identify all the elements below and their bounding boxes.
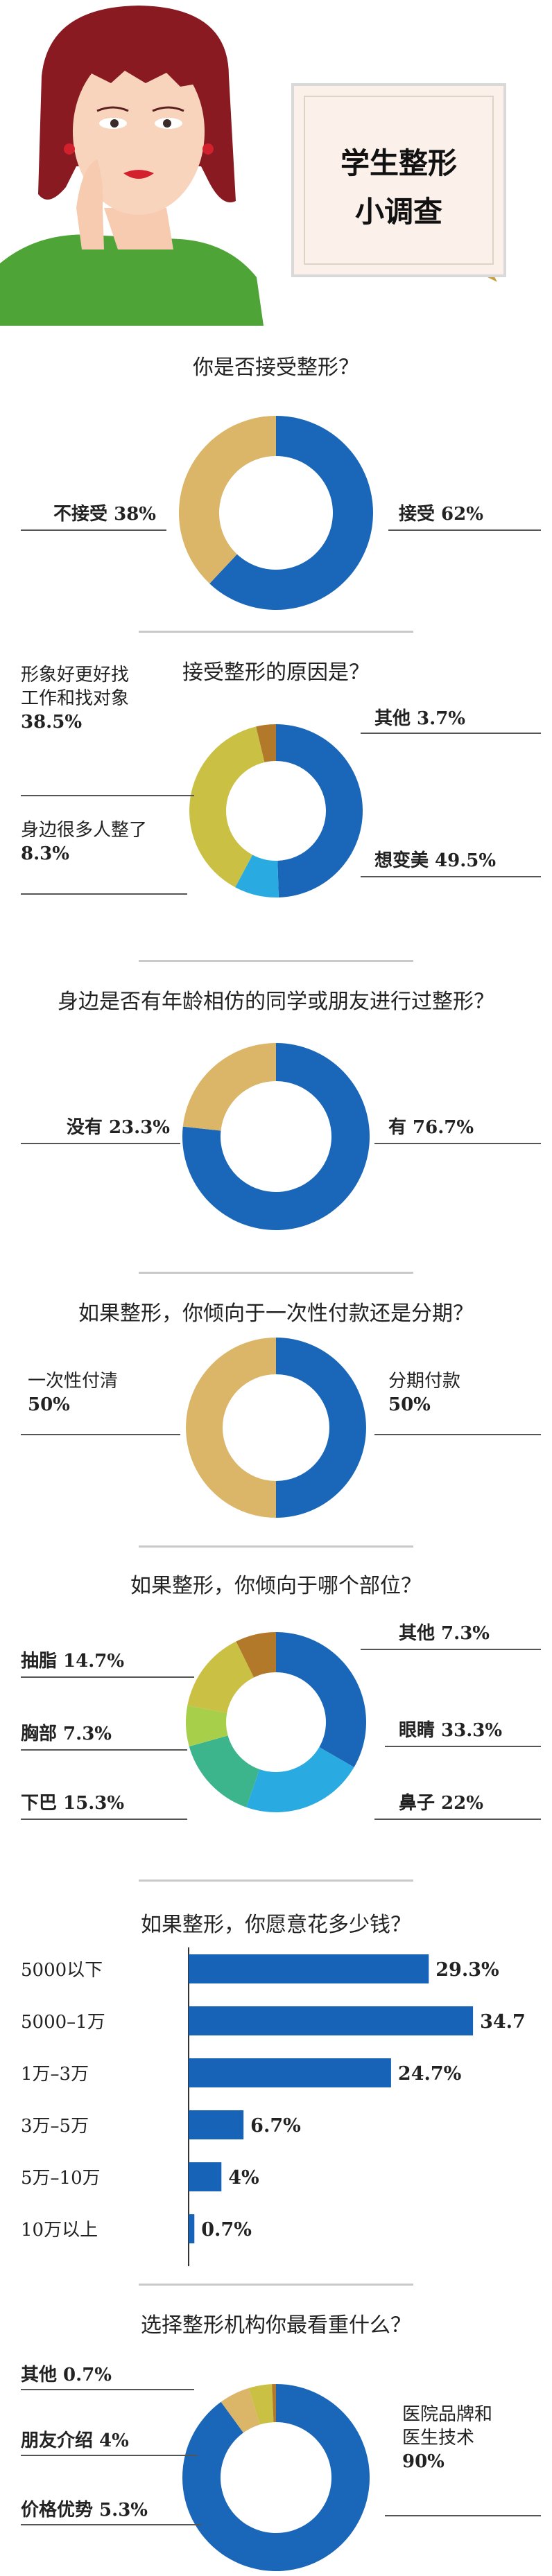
donut-slice-0 bbox=[276, 724, 363, 897]
slice-label-0: 眼睛 33.3% bbox=[399, 1720, 502, 1741]
donut-slice-1 bbox=[221, 2387, 260, 2433]
donut-slice-0 bbox=[276, 1632, 367, 1767]
bar-category-label: 10万以上 bbox=[21, 2220, 98, 2241]
green-top-illustration bbox=[0, 234, 264, 326]
donut-slice-4 bbox=[187, 1641, 255, 1713]
bangs-illustration bbox=[66, 24, 212, 104]
slice-label-1: 不接受 38% bbox=[53, 503, 156, 525]
slice-label-2: 38.5% bbox=[21, 712, 82, 733]
donut-slice-5 bbox=[236, 1632, 276, 1678]
donut-slice-2 bbox=[189, 726, 265, 888]
neck-illustration bbox=[104, 208, 173, 249]
donut-slice-0 bbox=[209, 416, 373, 610]
slice-label-5: 其他 7.3% bbox=[399, 1623, 490, 1644]
slice-label-3: 其他 3.7% bbox=[374, 708, 465, 729]
bar-3 bbox=[189, 2110, 244, 2139]
title-line-2: 小调查 bbox=[354, 195, 442, 229]
section-title-reason: 接受整形的原因是？ bbox=[182, 660, 370, 685]
donut-slice-3 bbox=[186, 1705, 228, 1746]
donut-slice-0 bbox=[182, 1043, 370, 1230]
bar-category-label: 3万–5万 bbox=[21, 2116, 89, 2137]
slice-label-1: 8.3% bbox=[21, 843, 69, 864]
divider bbox=[139, 1272, 413, 1274]
slice-label-2: 朋友介绍 4% bbox=[21, 2430, 129, 2451]
slice-label-1: 一次性付清 bbox=[28, 1371, 118, 1392]
donut-slice-2 bbox=[189, 1735, 260, 1807]
donut-slice-1 bbox=[182, 1043, 276, 1131]
divider bbox=[139, 2284, 413, 2286]
slice-label-0: 想变美 49.5% bbox=[374, 850, 496, 871]
bar-value-label: 6.7% bbox=[250, 2115, 301, 2137]
divider bbox=[139, 631, 413, 633]
bar-category-label: 1万–3万 bbox=[21, 2064, 89, 2085]
slice-label-1: 没有 23.3% bbox=[67, 1117, 170, 1138]
donut-slice-0 bbox=[276, 1338, 366, 1518]
slice-label-2: 形象好更好找 bbox=[21, 665, 129, 685]
section-title-budget: 如果整形，你愿意花多少钱？ bbox=[141, 1913, 411, 1937]
donut-slice-1 bbox=[235, 855, 279, 897]
donut-slice-1 bbox=[179, 416, 276, 584]
bar-category-label: 5万–10万 bbox=[21, 2168, 101, 2189]
bar-5 bbox=[189, 2214, 195, 2243]
slice-label-0: 有 76.7% bbox=[388, 1117, 474, 1138]
bar-value-label: 4% bbox=[228, 2167, 259, 2189]
slice-label-0: 50% bbox=[388, 1394, 431, 1415]
bar-value-label: 29.3% bbox=[435, 1959, 499, 1981]
slice-label-0: 医院品牌和 bbox=[402, 2404, 492, 2425]
title-card: 学生整形 小调查 bbox=[291, 83, 506, 277]
bar-category-label: 5000–1万 bbox=[21, 2012, 105, 2033]
slice-label-1: 身边很多人整了 bbox=[21, 820, 147, 841]
divider bbox=[139, 1880, 413, 1882]
slice-label-4: 抽脂 14.7% bbox=[21, 1651, 124, 1672]
bar-1 bbox=[189, 2006, 474, 2035]
donut-chart-body-part: 眼睛 33.3% 鼻子 22% 下巴 15.3% 胸部 7.3% 抽脂 14.7% 其他 … bbox=[21, 1623, 541, 1820]
bar-value-label: 34.7 bbox=[480, 2011, 526, 2033]
title-line-1: 学生整形 bbox=[340, 146, 457, 180]
section-title-payment: 如果整形，你倾向于一次性付款还是分期？ bbox=[78, 1302, 474, 1326]
face-illustration bbox=[73, 49, 205, 215]
earring-left bbox=[64, 143, 75, 155]
divider bbox=[139, 960, 413, 962]
donut-chart-peers: 有 76.7% 没有 23.3% bbox=[21, 1043, 541, 1230]
section-title-accept: 你是否接受整形？ bbox=[193, 356, 359, 380]
section-title-body-part: 如果整形，你倾向于哪个部位？ bbox=[130, 1574, 422, 1598]
donut-slice-0 bbox=[182, 2384, 370, 2571]
donut-slice-1 bbox=[246, 1747, 354, 1812]
header-illustration bbox=[0, 6, 497, 326]
lips-illustration bbox=[123, 170, 154, 179]
donut-slice-3 bbox=[256, 724, 276, 762]
slice-label-2: 下巴 15.3% bbox=[21, 1793, 124, 1814]
bar-chart-budget: 5000以下 29.3% 5000–1万 34.7 1万–3万 24.7% 3万–5万 6.7… bbox=[21, 1947, 526, 2266]
bar-value-label: 0.7% bbox=[201, 2219, 252, 2241]
slice-label-1: 50% bbox=[28, 1394, 70, 1415]
bar-4 bbox=[189, 2162, 222, 2191]
bar-category-label: 5000以下 bbox=[21, 1960, 103, 1981]
donut-slice-3 bbox=[272, 2384, 276, 2423]
bar-0 bbox=[189, 1954, 429, 1983]
section-title-institution: 选择整形机构你最看重什么？ bbox=[141, 2313, 411, 2338]
divider bbox=[139, 1545, 413, 1548]
slice-label-0: 接受 62% bbox=[399, 503, 483, 525]
slice-label-0: 医生技术 bbox=[402, 2428, 474, 2448]
donut-slice-1 bbox=[186, 1338, 276, 1518]
slice-label-1: 价格优势 5.3% bbox=[21, 2499, 148, 2521]
bar-2 bbox=[189, 2058, 391, 2087]
slice-label-1: 鼻子 22% bbox=[399, 1793, 483, 1814]
slice-label-3: 胸部 7.3% bbox=[21, 1724, 112, 1744]
slice-label-3: 其他 0.7% bbox=[21, 2365, 112, 2385]
donut-chart-accept: 接受 62% 不接受 38% bbox=[21, 416, 541, 610]
slice-label-2: 工作和找对象 bbox=[21, 688, 129, 709]
donut-slice-2 bbox=[248, 2384, 274, 2425]
hand-illustration bbox=[76, 159, 104, 249]
bar-value-label: 24.7% bbox=[398, 2063, 461, 2085]
earring-right bbox=[202, 143, 214, 155]
slice-label-0: 90% bbox=[402, 2451, 445, 2472]
slice-label-0: 分期付款 bbox=[388, 1371, 460, 1392]
section-title-peers: 身边是否有年龄相仿的同学或朋友进行过整形？ bbox=[58, 990, 494, 1014]
